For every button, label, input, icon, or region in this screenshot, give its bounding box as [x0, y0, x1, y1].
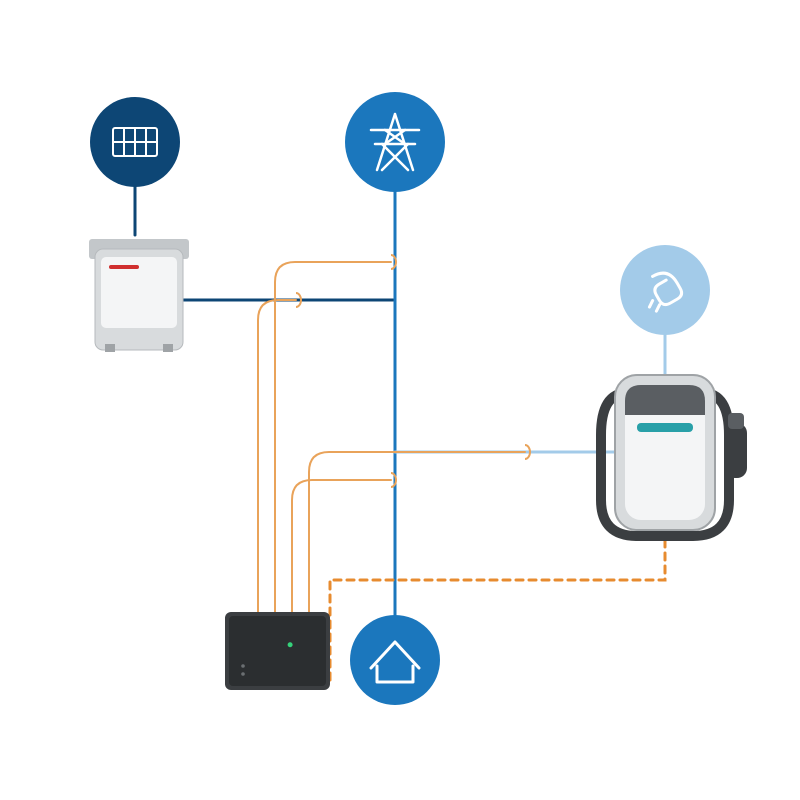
- energy-topology-diagram: [0, 0, 800, 800]
- grid-node: [345, 92, 445, 192]
- ev-node: [620, 245, 710, 335]
- power-lines: [135, 187, 665, 615]
- ct-wallbox: [309, 452, 525, 612]
- inverter-device: [89, 239, 189, 352]
- ct-inverter: [258, 300, 296, 612]
- wallbox-plug-handle: [725, 413, 747, 478]
- meter-device: [225, 612, 330, 690]
- ct-grid-lower: [292, 480, 391, 612]
- home-node: [350, 615, 440, 705]
- wallbox-device: [601, 375, 747, 536]
- solar-node: [90, 97, 180, 187]
